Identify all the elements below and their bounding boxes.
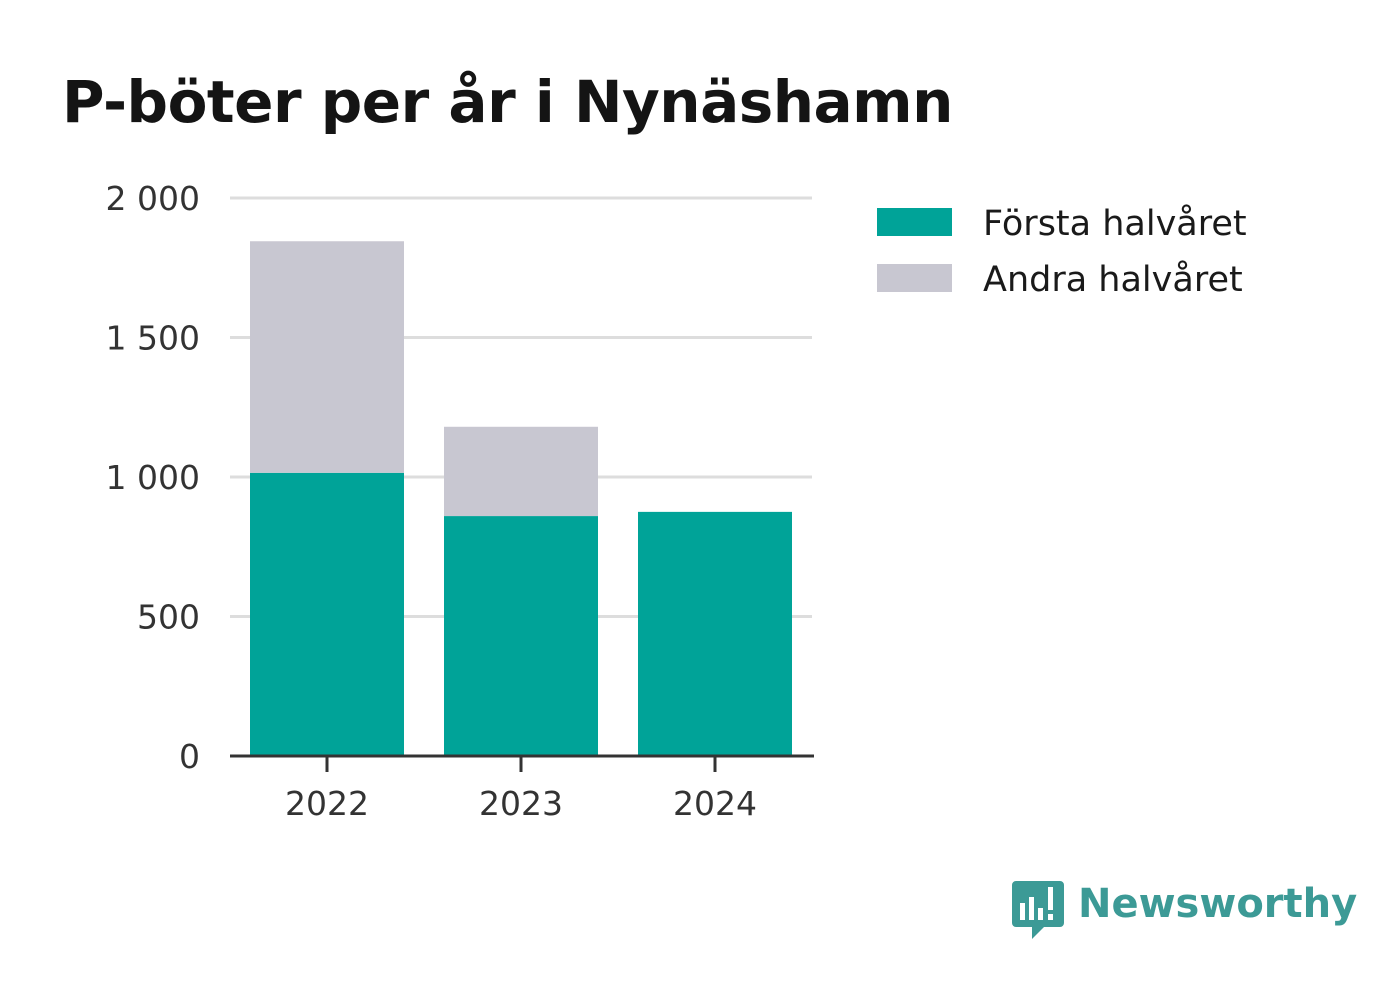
legend-label: Andra halvåret (983, 259, 1243, 300)
newsworthy-logo[interactable]: Newsworthy (1012, 881, 1357, 939)
bar-2024-series-1 (638, 511, 792, 756)
bar-2022-series-1 (250, 472, 404, 756)
x-tick-label: 2023 (479, 784, 563, 823)
y-tick-label: 500 (137, 598, 200, 637)
y-tick-label: 0 (179, 737, 200, 776)
legend-swatch (877, 208, 952, 236)
legend-label: Första halvåret (983, 203, 1247, 244)
y-tick-label: 2 000 (106, 179, 200, 218)
x-tick-label: 2024 (673, 784, 757, 823)
bar-2023-series-2 (444, 426, 598, 517)
legend: Första halvåret Andra halvåret (877, 203, 1247, 300)
brand-name: Newsworthy (1078, 881, 1357, 927)
chart-title: P-böter per år i Nynäshamn (62, 68, 953, 136)
y-tick-label: 1 500 (106, 319, 200, 358)
y-tick-label: 1 000 (106, 458, 200, 497)
axes: 0 500 1 000 1 500 2 000 2022 2023 2024 (106, 179, 814, 823)
legend-swatch (877, 264, 952, 292)
bar-2022-series-2 (250, 241, 404, 473)
bar-2023-series-1 (444, 516, 598, 756)
newsworthy-logo-icon (1012, 881, 1064, 939)
x-tick-label: 2022 (285, 784, 369, 823)
bars (250, 241, 792, 756)
